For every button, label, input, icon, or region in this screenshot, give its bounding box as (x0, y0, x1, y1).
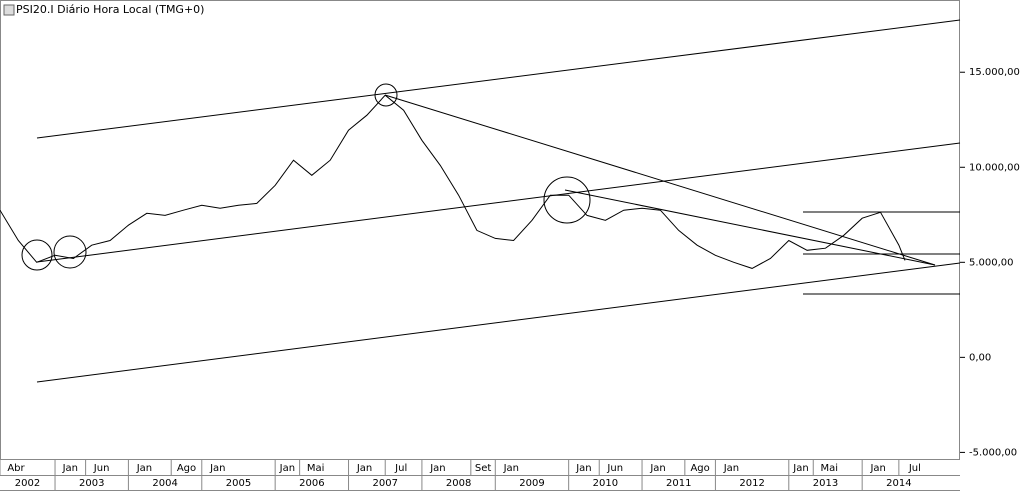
x-tick-label: Jul (908, 463, 921, 474)
x-tick-label: Set (475, 463, 492, 474)
year-label: 2002 (15, 478, 40, 489)
x-tick-label: Ago (690, 463, 709, 474)
year-label: 2006 (299, 478, 324, 489)
x-tick-label: Abr (7, 463, 25, 474)
y-tick-label: -5.000,00 (969, 447, 1017, 458)
year-label: 2003 (79, 478, 104, 489)
circle-marker (53, 235, 87, 269)
x-tick-label: Jan (209, 463, 225, 474)
chart-title[interactable]: PSI20.I Diário Hora Local (TMG+0) (16, 3, 204, 16)
chart-icon[interactable] (3, 4, 15, 16)
x-tick-label: Jan (356, 463, 372, 474)
y-tick-label: 5.000,00 (969, 257, 1014, 268)
circle-marker (21, 239, 53, 271)
x-tick-label: Jan (62, 463, 78, 474)
x-tick-label: Jan (723, 463, 739, 474)
year-label: 2009 (519, 478, 544, 489)
x-tick-label: Ago (177, 463, 196, 474)
x-tick-label: Jan (792, 463, 808, 474)
year-label: 2004 (152, 478, 177, 489)
trend-line (36, 19, 961, 139)
trend-line (36, 262, 961, 383)
x-tick-label: Jun (93, 463, 110, 474)
circle-marker (374, 83, 398, 107)
drawings (21, 19, 961, 383)
year-label: 2014 (886, 478, 911, 489)
x-tick-label: Jan (136, 463, 152, 474)
x-tick-label: Mai (820, 463, 838, 474)
x-tick-label: Jun (606, 463, 623, 474)
year-label: 2007 (372, 478, 397, 489)
x-tick-label: Jan (575, 463, 591, 474)
trend-line (564, 189, 936, 266)
x-tick-label: Mai (307, 463, 325, 474)
x-tick-label: Jan (279, 463, 295, 474)
year-label: 2013 (813, 478, 838, 489)
circle-marker (543, 176, 591, 224)
year-label: 2011 (666, 478, 691, 489)
trend-line (36, 142, 961, 263)
year-label: 2010 (593, 478, 618, 489)
year-label: 2008 (446, 478, 471, 489)
x-tick-label: Jan (503, 463, 519, 474)
x-tick-label: Jan (649, 463, 665, 474)
x-tick-label: Jan (869, 463, 885, 474)
y-tick-label: 15.000,00 (969, 67, 1020, 78)
y-tick-label: 10.000,00 (969, 162, 1020, 173)
x-tick-label: Jul (394, 463, 407, 474)
year-label: 2012 (739, 478, 764, 489)
trend-line (384, 94, 936, 266)
x-tick-label: Jan (429, 463, 445, 474)
plot-frame (0, 0, 960, 460)
price-line (0, 94, 906, 269)
y-tick-label: 0,00 (969, 352, 991, 363)
year-label: 2005 (226, 478, 251, 489)
